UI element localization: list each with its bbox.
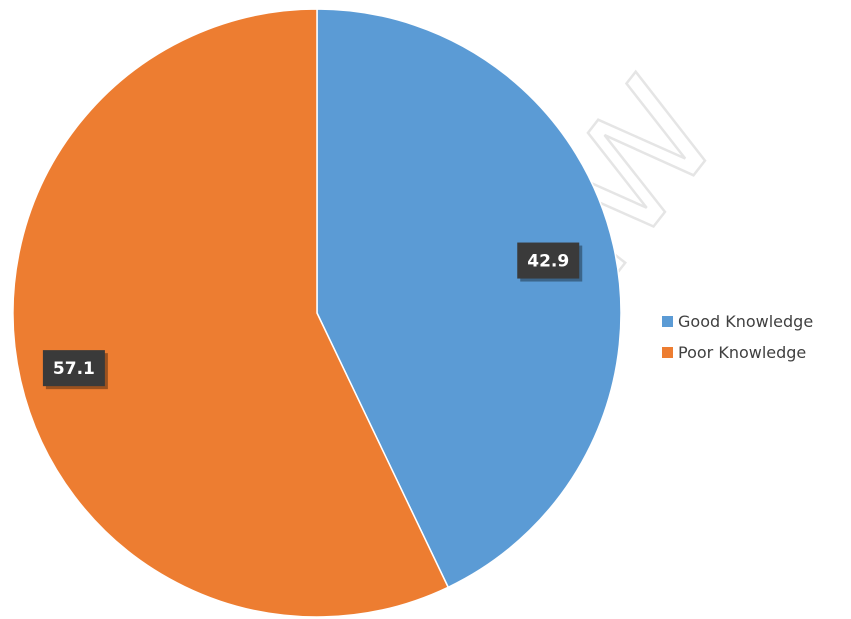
data-label-poor-knowledge: 57.1 xyxy=(42,350,108,390)
data-label-text-poor-knowledge: 57.1 xyxy=(53,359,95,379)
data-labels-layer: 42.9 57.1 xyxy=(42,242,583,390)
data-label-text-good-knowledge: 42.9 xyxy=(527,252,569,272)
pie-slice-poor-knowledge xyxy=(12,8,450,618)
pie-slice-good-knowledge xyxy=(316,8,622,589)
legend-label-poor-knowledge: Poor Knowledge xyxy=(678,343,807,362)
data-label-box xyxy=(517,242,580,279)
legend-item-good-knowledge: Good Knowledge xyxy=(662,306,813,337)
slices-layer xyxy=(12,8,622,618)
data-label-good-knowledge: 42.9 xyxy=(517,242,583,282)
legend-swatch-poor-knowledge xyxy=(662,347,673,358)
legend-swatch-good-knowledge xyxy=(662,316,673,327)
legend: Good Knowledge Poor Knowledge xyxy=(662,306,813,368)
legend-label-good-knowledge: Good Knowledge xyxy=(678,312,814,331)
legend-item-poor-knowledge: Poor Knowledge xyxy=(662,337,813,368)
data-label-box xyxy=(42,350,105,387)
